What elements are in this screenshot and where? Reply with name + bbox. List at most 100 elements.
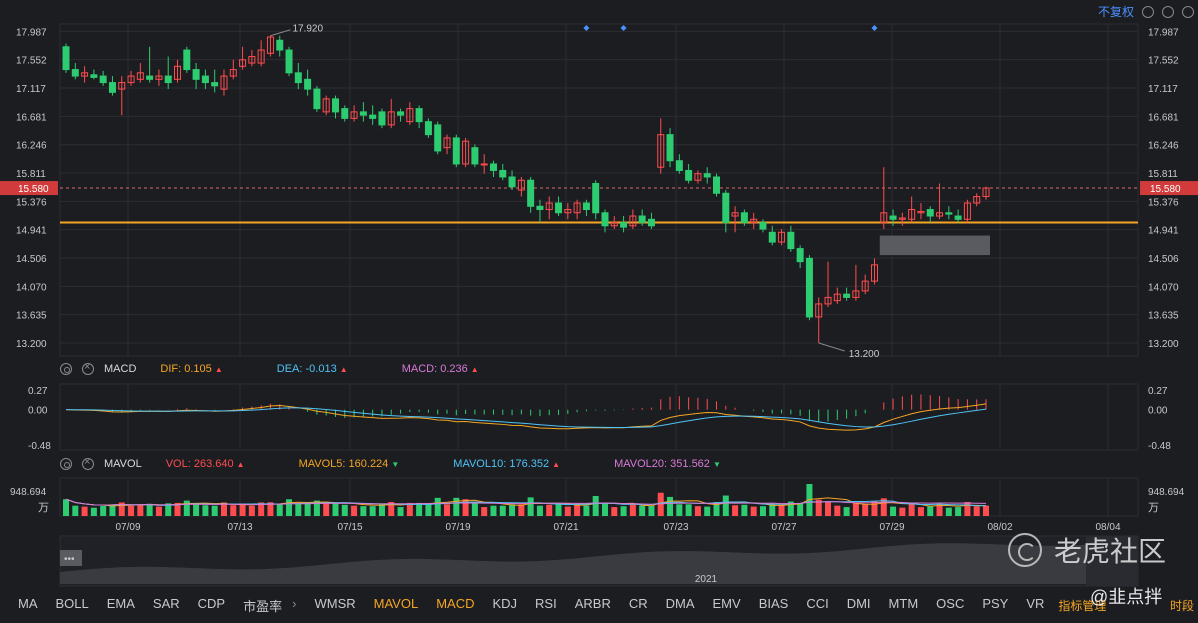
- candle-body-86: [861, 280, 869, 292]
- indicator-15[interactable]: EMV: [712, 595, 741, 611]
- volume-bar-38: [416, 502, 423, 516]
- candle-body-70: [713, 176, 721, 194]
- dea-line: [65, 407, 987, 429]
- navigator-right-shade: [1086, 536, 1138, 586]
- volume-close-icon[interactable]: [82, 456, 94, 470]
- indicator-5[interactable]: CDP: [197, 595, 226, 611]
- candle-body-34: [378, 111, 386, 126]
- volume-bar-63: [648, 505, 655, 516]
- volume-bar-94: [936, 503, 943, 516]
- price-tick-right-5: 15.811: [1148, 169, 1178, 180]
- date-label-1: 07/13: [227, 522, 252, 533]
- indicator-10[interactable]: KDJ: [492, 595, 518, 611]
- indicator-manage-button[interactable]: 指标管理: [1058, 598, 1107, 613]
- price-tick-left-11: 13.200: [16, 339, 47, 350]
- volume-header: MAVOL VOL: 263.640 ▲ MAVOL5: 160.224 ▼ M…: [60, 456, 721, 470]
- candle-body-63: [647, 218, 655, 227]
- indicator-22[interactable]: VR: [1026, 595, 1045, 611]
- candle-body-23: [276, 39, 284, 51]
- indicator-12[interactable]: ARBR: [574, 595, 611, 611]
- candle-body-20: [248, 56, 256, 64]
- volume-bar-98: [973, 506, 980, 516]
- price-tick-left-4: 16.246: [16, 141, 47, 152]
- price-tick-left-0: 17.987: [16, 27, 47, 38]
- candle-body-47: [499, 169, 507, 178]
- candle-body-96: [954, 215, 962, 220]
- indicator-20[interactable]: OSC: [936, 595, 965, 611]
- volume-bar-70: [713, 502, 720, 516]
- indicator-21[interactable]: PSY: [982, 595, 1009, 611]
- price-tick-left-1: 17.552: [16, 56, 47, 67]
- candle-body-73: [740, 212, 748, 224]
- indicator-9[interactable]: MACD: [436, 595, 475, 611]
- candle-body-28: [322, 98, 330, 113]
- volume-bar-14: [193, 503, 200, 516]
- time-period-button[interactable]: 时段: [1170, 599, 1195, 613]
- chart-canvas[interactable]: 17.987 17.987 17.552 17.552 17.117 17.117 16.6…: [0, 0, 1198, 592]
- macd-close-icon[interactable]: [82, 361, 94, 375]
- indicator-3[interactable]: EMA: [106, 595, 135, 611]
- candle-body-30: [341, 108, 349, 119]
- date-label-3: 07/19: [445, 522, 470, 533]
- indicator-14[interactable]: DMA: [665, 595, 695, 611]
- volume-bar-30: [341, 504, 348, 516]
- candle-body-25: [294, 72, 302, 84]
- candle-body-74: [750, 218, 758, 224]
- indicator-8[interactable]: MAVOL: [373, 595, 419, 611]
- price-tick-right-9: 14.070: [1148, 282, 1179, 293]
- candle-body-82: [824, 296, 832, 305]
- minimize-icon[interactable]: [1162, 5, 1174, 18]
- volume-bar-77: [778, 504, 785, 516]
- candle-body-42: [452, 137, 460, 165]
- volume-bar-4: [100, 505, 107, 516]
- indicator-scroll-icon[interactable]: ›: [292, 595, 297, 611]
- volume-bar-76: [769, 504, 776, 516]
- volume-bar-99: [983, 505, 989, 516]
- indicator-13[interactable]: CR: [628, 595, 648, 611]
- candle-body-68: [694, 173, 702, 181]
- candle-body-13: [183, 49, 191, 71]
- indicator-6[interactable]: 市盈率: [243, 598, 283, 614]
- date-label-9: 08/04: [1095, 522, 1120, 533]
- volume-bar-62: [639, 505, 646, 516]
- indicator-7[interactable]: WMSR: [314, 595, 356, 611]
- volume-bar-72: [732, 505, 739, 516]
- macd-settings-icon[interactable]: [60, 363, 72, 375]
- candle-body-93: [926, 209, 934, 217]
- price-tick-right-8: 14.506: [1148, 254, 1179, 265]
- volume-bar-41: [444, 504, 451, 516]
- indicator-18[interactable]: DMI: [846, 595, 871, 611]
- indicator-16[interactable]: BIAS: [758, 595, 789, 611]
- volume-bar-19: [239, 504, 246, 516]
- volume-bar-12: [174, 502, 181, 516]
- indicator-11[interactable]: RSI: [535, 595, 557, 611]
- candle-body-55: [573, 202, 581, 214]
- volume-settings-icon[interactable]: [60, 458, 72, 470]
- volume-bar-40: [434, 497, 441, 516]
- watermark: 老虎社区: [1008, 530, 1166, 570]
- volume-bar-64: [657, 492, 664, 516]
- indicator-4[interactable]: SAR: [152, 595, 180, 611]
- fuquan-toggle[interactable]: 不复权: [1097, 5, 1134, 19]
- date-label-8: 08/02: [987, 522, 1012, 533]
- candle-body-79: [796, 248, 804, 263]
- close-icon[interactable]: [1182, 5, 1194, 18]
- candle-body-27: [313, 88, 321, 110]
- vol-label: VOL: 263.640 ▲: [165, 458, 245, 470]
- indicator-1[interactable]: MA: [18, 595, 38, 611]
- volume-bar-37: [406, 502, 413, 516]
- indicator-19[interactable]: MTM: [888, 595, 919, 611]
- price-tick-right-7: 14.941: [1148, 226, 1179, 237]
- candle-body-11: [164, 75, 172, 84]
- undo-icon[interactable]: [1142, 5, 1154, 18]
- volume-bar-45: [481, 507, 488, 516]
- volume-bar-15: [202, 505, 209, 516]
- current-price-tag-right: [1140, 181, 1198, 196]
- volume-bar-17: [220, 502, 227, 516]
- indicator-17[interactable]: CCI: [806, 595, 829, 611]
- dea-label: DEA: -0.013 ▲: [276, 363, 348, 375]
- candle-body-39: [424, 121, 432, 136]
- volume-bar-59: [611, 507, 618, 516]
- indicator-2[interactable]: BOLL: [55, 595, 89, 611]
